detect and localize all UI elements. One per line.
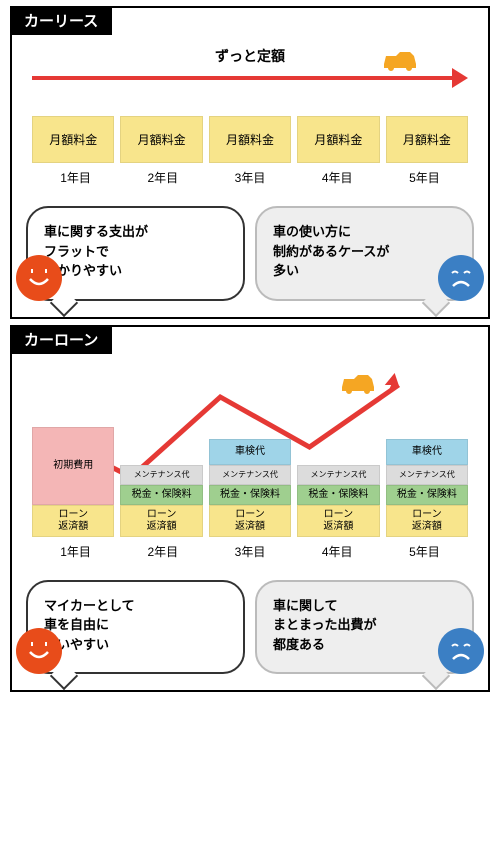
lease-fee-cell: 月額料金 [297, 116, 379, 163]
car-icon [380, 48, 420, 79]
loan-block-tax: 税金・保険料 [386, 485, 468, 505]
year-label: 2年目 [119, 543, 206, 560]
loan-block-maint: メンテナンス代 [120, 465, 202, 485]
loan-block-tax: 税金・保険料 [120, 485, 202, 505]
sad-face-icon [438, 628, 484, 674]
loan-block-maint: メンテナンス代 [297, 465, 379, 485]
loan-columns: 初期費用ローン 返済額メンテナンス代税金・保険料ローン 返済額車検代メンテナンス… [32, 427, 468, 537]
lease-arrow-label: ずっと定額 [215, 46, 285, 66]
loan-block-repay: ローン 返済額 [209, 505, 291, 537]
loan-block-shaken: 車検代 [386, 439, 468, 465]
year-label: 4年目 [294, 169, 381, 186]
year-label: 1年目 [32, 543, 119, 560]
year-label: 5年目 [381, 169, 468, 186]
arrow-head-icon [452, 68, 468, 88]
car-icon [338, 371, 378, 402]
loan-bubbles: マイカーとして 車を自由に 使いやすい 車に関して まとまった出費が 都度ある [12, 570, 488, 681]
lease-arrow-zone: ずっと定額 [32, 46, 468, 110]
sad-face-icon [438, 255, 484, 301]
loan-block-shaken: 車検代 [209, 439, 291, 465]
lease-years: 1年目2年目3年目4年目5年目 [32, 169, 468, 186]
loan-title: カーローン [10, 325, 112, 354]
year-label: 5年目 [381, 543, 468, 560]
year-label: 2年目 [119, 169, 206, 186]
loan-block-maint: メンテナンス代 [209, 465, 291, 485]
loan-block-repay: ローン 返済額 [297, 505, 379, 537]
lease-title: カーリース [10, 6, 112, 35]
loan-block-maint: メンテナンス代 [386, 465, 468, 485]
loan-years: 1年目2年目3年目4年目5年目 [32, 543, 468, 560]
loan-block-repay: ローン 返済額 [386, 505, 468, 537]
lease-fee-cell: 月額料金 [209, 116, 291, 163]
loan-block-repay: ローン 返済額 [120, 505, 202, 537]
loan-block-tax: 税金・保険料 [209, 485, 291, 505]
happy-face-icon [16, 628, 62, 674]
loan-block-initial: 初期費用 [32, 427, 114, 505]
loan-chart: 初期費用ローン 返済額メンテナンス代税金・保険料ローン 返済額車検代メンテナンス… [32, 367, 468, 537]
lease-arrow-line [32, 76, 454, 80]
lease-bubbles: 車に関する支出が フラットで わかりやすい 車の使い方に 制約があるケースが 多… [12, 196, 488, 307]
loan-block-repay: ローン 返済額 [32, 505, 114, 537]
year-label: 1年目 [32, 169, 119, 186]
year-label: 3年目 [206, 169, 293, 186]
lease-section: カーリース ずっと定額 月額料金月額料金月額料金月額料金月額料金 1年目2年目3… [10, 6, 490, 319]
lease-fee-cell: 月額料金 [32, 116, 114, 163]
year-label: 4年目 [294, 543, 381, 560]
lease-fee-cell: 月額料金 [120, 116, 202, 163]
lease-fee-cell: 月額料金 [386, 116, 468, 163]
lease-columns: 月額料金月額料金月額料金月額料金月額料金 [32, 116, 468, 163]
loan-section: カーローン 初期費用ローン 返済額メンテナンス代税金・保険料ローン 返済額車検代… [10, 325, 490, 693]
happy-face-icon [16, 255, 62, 301]
year-label: 3年目 [206, 543, 293, 560]
loan-block-tax: 税金・保険料 [297, 485, 379, 505]
